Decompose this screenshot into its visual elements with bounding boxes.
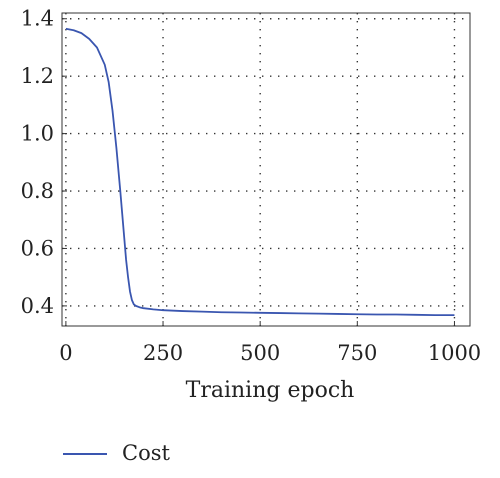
- y-tick-label: 1.2: [21, 64, 54, 88]
- plot-frame: [61, 12, 471, 327]
- x-tick-label: 500: [240, 341, 280, 365]
- series-group: [65, 27, 455, 316]
- y-axis-ticks: 0.4 0.6 0.8 1.0 1.2 1.4: [21, 7, 67, 318]
- x-axis-ticks: 0 250 500 750 1000: [59, 321, 481, 365]
- y-tick-label: 0.4: [21, 294, 54, 318]
- x-axis-label: Training epoch: [186, 378, 355, 403]
- y-tick-label: 0.8: [21, 179, 54, 203]
- y-tick-label: 0.6: [21, 236, 54, 260]
- legend: Cost: [63, 441, 170, 465]
- y-tick-label: 1.0: [21, 122, 54, 146]
- x-tick-label: 0: [59, 341, 72, 365]
- grid-lines: [62, 13, 470, 326]
- legend-label-cost: Cost: [122, 441, 170, 465]
- y-tick-label: 1.4: [21, 7, 54, 31]
- series-line-cost: [65, 27, 455, 316]
- x-tick-label: 750: [337, 341, 377, 365]
- x-tick-label: 250: [143, 341, 183, 365]
- x-tick-label: 1000: [428, 341, 481, 365]
